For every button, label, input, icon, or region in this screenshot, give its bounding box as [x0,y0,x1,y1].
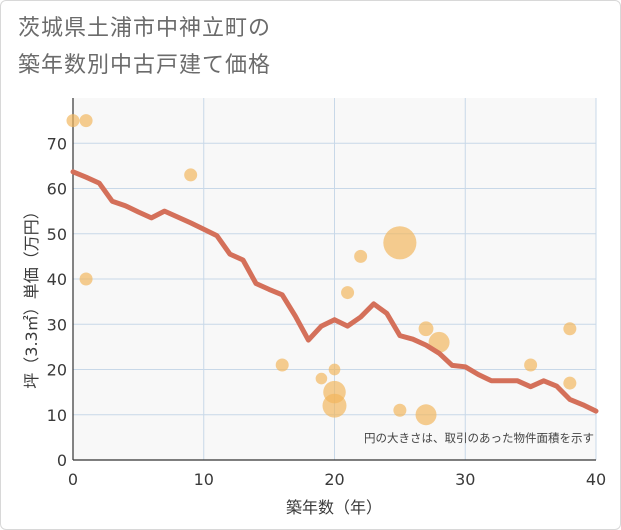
line-series [70,169,599,414]
y-tick-labels: 0 10 20 30 40 50 60 70 [47,134,67,470]
chart-title-line2: 築年数別中古戸建て価格 [18,53,272,78]
bubble-point [563,322,577,336]
chart-title-line1: 茨城県土浦市中神立町の [18,16,272,41]
x-tick-label: 30 [455,470,475,489]
bubble-point [563,376,577,390]
y-tick-label: 70 [47,134,67,153]
bubble-point [66,114,80,128]
y-tick-label: 0 [57,451,67,470]
bubble-point [354,249,368,263]
x-axis-label: 築年数（年） [286,498,382,517]
bubble-point [275,358,289,372]
x-tick-label: 40 [586,470,606,489]
chart-title: 茨城県土浦市中神立町の 築年数別中古戸建て価格 [18,10,271,84]
y-tick-label: 10 [47,406,67,425]
bubble-point [328,363,341,376]
bubble-point [383,226,417,260]
y-tick-label: 50 [47,225,67,244]
y-tick-label: 60 [47,180,67,199]
x-tick-labels: 0 10 20 30 40 [68,470,606,489]
y-tick-label: 20 [47,361,67,380]
y-axis-label: 坪（3.3㎡）単価（万円） [22,203,41,388]
bubble-point [79,272,93,286]
bubble-point [415,404,437,426]
y-tick-label: 40 [47,270,67,289]
x-tick-label: 0 [68,470,78,489]
bubble-size-note: 円の大きさは、取引のあった物件面積を示す [364,431,594,445]
bubble-point [418,321,434,337]
average-price-line [70,169,599,414]
bubble-point [524,358,538,372]
bubble-point [393,403,407,417]
grid-lines [72,98,597,461]
bubble-point [341,286,355,300]
bubble-point [79,114,93,128]
bubble-point [322,393,347,418]
bubble-series [66,114,577,426]
x-tick-label: 20 [324,470,344,489]
bubble-point [315,372,328,385]
bubble-point [184,168,198,182]
x-tick-label: 10 [194,470,214,489]
y-tick-label: 30 [47,315,67,334]
